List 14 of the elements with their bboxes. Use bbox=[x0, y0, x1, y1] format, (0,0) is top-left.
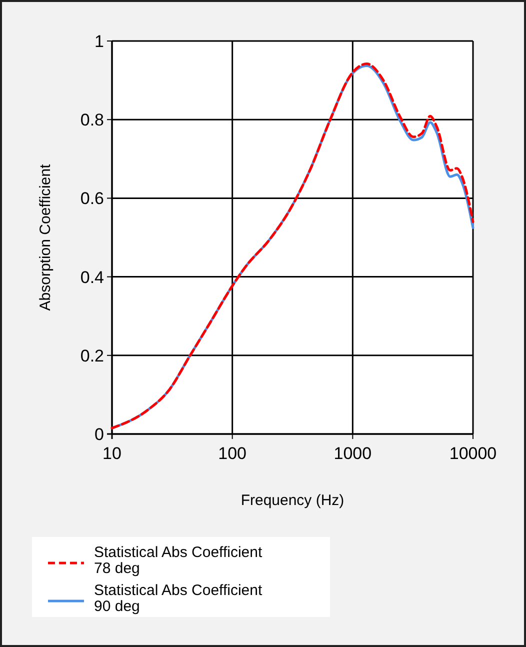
y-tick-label: 0 bbox=[94, 424, 104, 444]
x-axis-title: Frequency (Hz) bbox=[240, 492, 344, 509]
y-tick-label: 0.4 bbox=[80, 268, 104, 287]
y-tick-label: 0.2 bbox=[80, 346, 104, 366]
legend-label: Statistical Abs Coefficient 90 deg bbox=[94, 582, 263, 615]
x-tick-label: 100 bbox=[218, 444, 247, 463]
x-tick-label: 10 bbox=[102, 444, 122, 463]
y-axis-title: Absorption Coefficient bbox=[37, 163, 54, 311]
legend-label: Statistical Abs Coefficient 78 deg bbox=[94, 544, 263, 577]
x-tick-label: 1000 bbox=[334, 444, 372, 463]
x-tick-label: 10000 bbox=[449, 444, 497, 463]
y-tick-label: 1 bbox=[94, 32, 104, 51]
y-tick-label: 0.6 bbox=[80, 189, 104, 208]
y-tick-label: 0.8 bbox=[80, 110, 104, 130]
